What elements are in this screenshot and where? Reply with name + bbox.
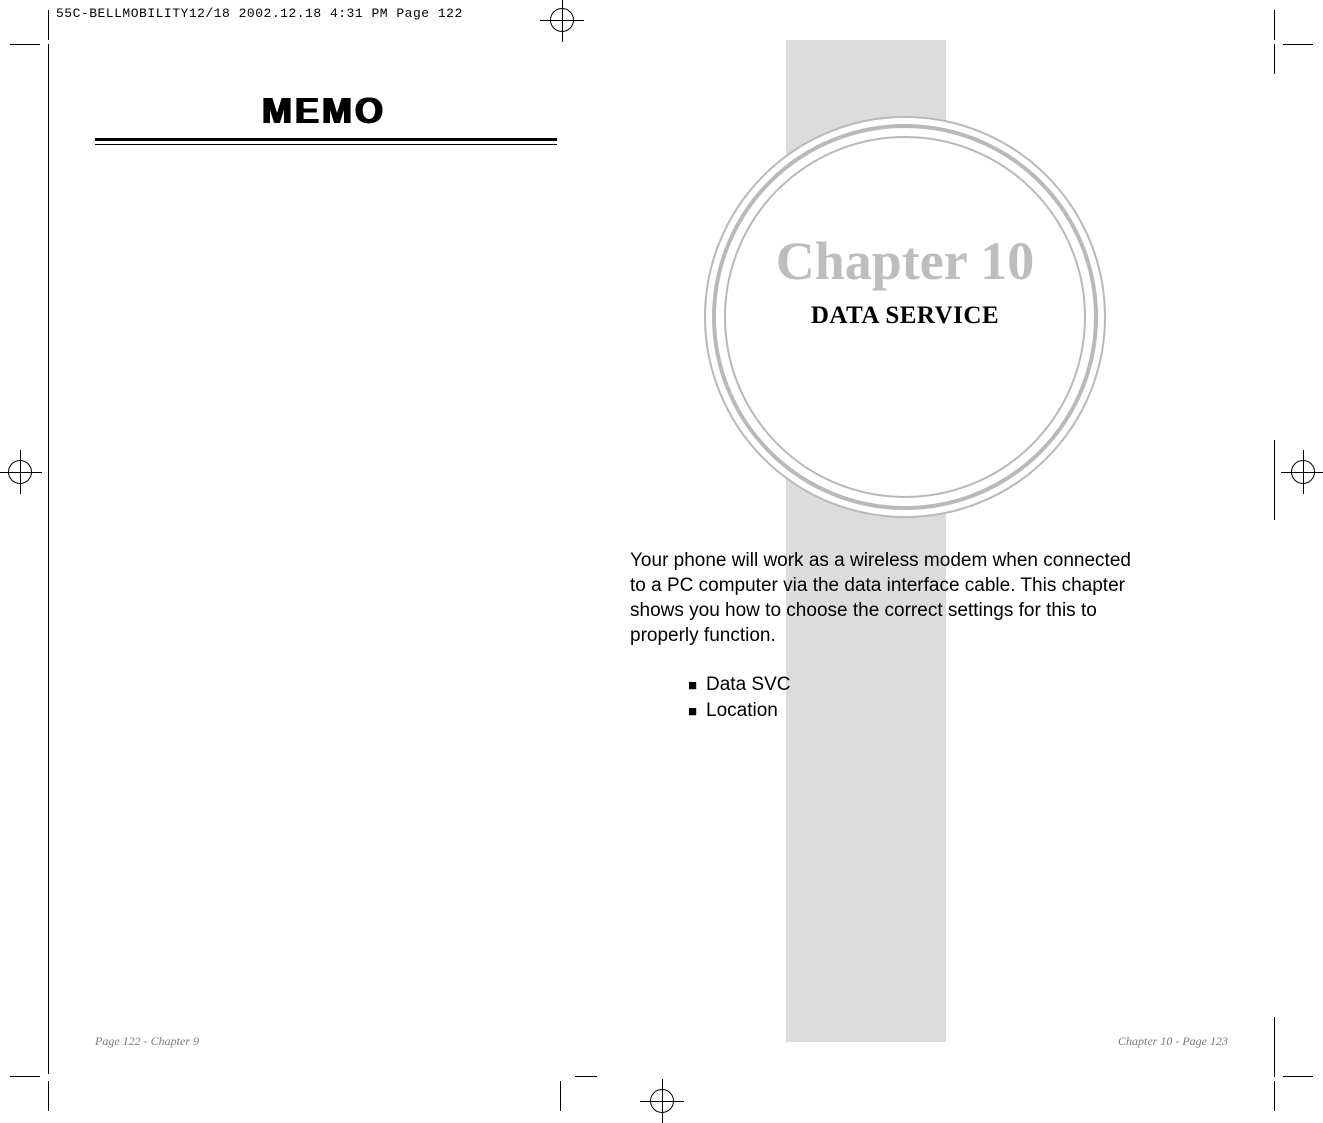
list-item-label: Data SVC — [706, 674, 790, 695]
list-item-label: Location — [706, 700, 778, 721]
memo-heading: MEMO — [262, 90, 386, 132]
gutter-rule-left — [48, 44, 49, 1074]
crop-mark — [560, 1081, 561, 1111]
registration-mark-left — [0, 450, 42, 494]
crop-mark — [1283, 44, 1313, 45]
gutter-rule-right — [1274, 44, 1275, 74]
registration-mark-top — [540, 0, 584, 42]
gutter-rule-right — [1274, 1017, 1275, 1077]
crop-mark — [575, 1076, 597, 1077]
crop-mark — [10, 44, 40, 45]
chapter-topic-list: ■Data SVC ■Location — [688, 672, 790, 723]
chapter-intro-paragraph: Your phone will work as a wireless modem… — [630, 548, 1140, 648]
crop-mark — [10, 1076, 40, 1077]
crop-mark — [1274, 1081, 1275, 1111]
registration-mark-bottom — [640, 1079, 684, 1123]
print-slug-line: 55C-BELLMOBILITY12/18 2002.12.18 4:31 PM… — [56, 6, 463, 21]
memo-divider-thick — [95, 138, 557, 141]
crop-mark — [1283, 1076, 1313, 1077]
chapter-number-label: Chapter 10 — [740, 230, 1070, 292]
page-footer-left: Page 122 - Chapter 9 — [95, 1034, 199, 1049]
crop-mark — [48, 10, 49, 40]
list-item: ■Location — [688, 698, 790, 724]
gutter-rule-right — [1274, 440, 1275, 520]
list-item: ■Data SVC — [688, 672, 790, 698]
crop-mark — [48, 1081, 49, 1111]
memo-divider-thin — [95, 144, 557, 145]
registration-mark-right — [1281, 450, 1323, 494]
crop-mark — [1274, 10, 1275, 40]
chapter-title: DATA SERVICE — [740, 302, 1070, 330]
page-footer-right: Chapter 10 - Page 123 — [1118, 1034, 1228, 1049]
